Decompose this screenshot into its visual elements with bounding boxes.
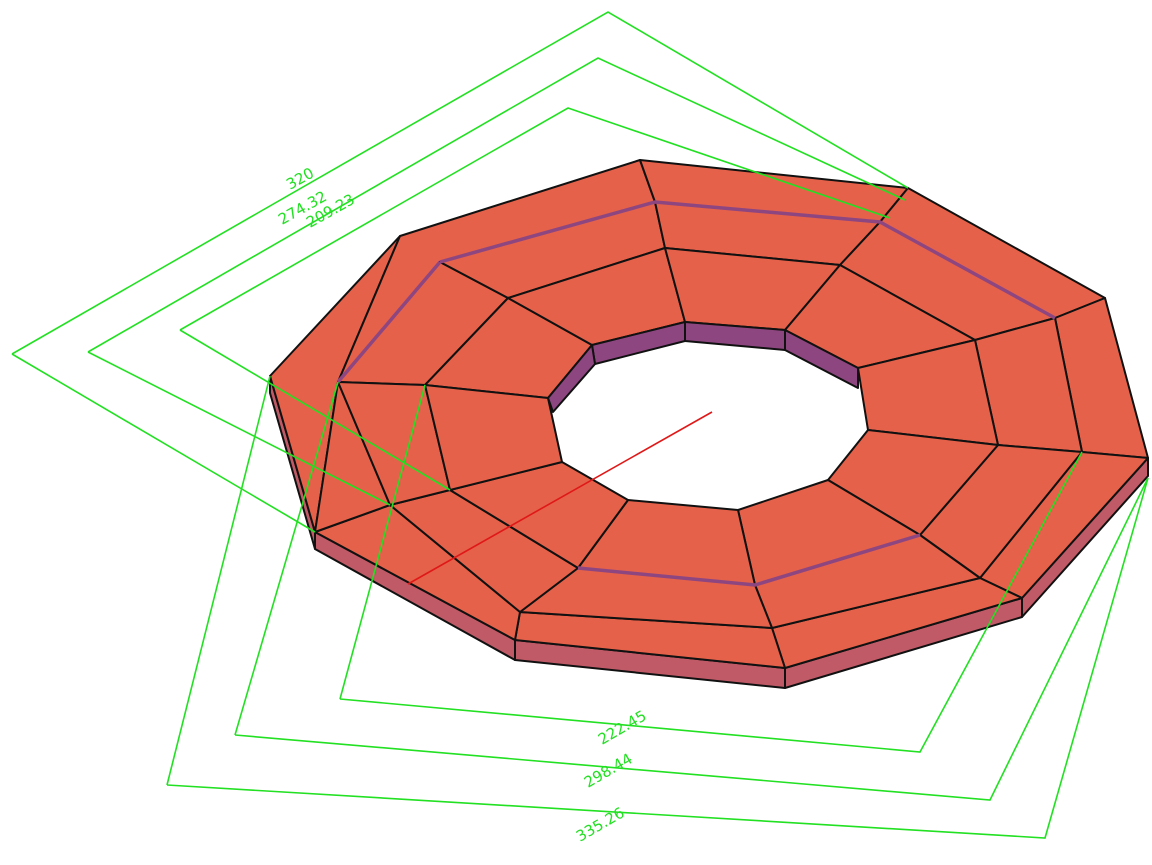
extension-line bbox=[166, 375, 271, 786]
groove-line bbox=[577, 533, 921, 587]
groove-line bbox=[336, 260, 442, 384]
dimension-line-298 bbox=[234, 477, 1149, 801]
outer-band bbox=[269, 159, 1149, 669]
red-axis-line bbox=[407, 411, 713, 585]
extension-line bbox=[234, 381, 339, 736]
dimension-line-320 bbox=[11, 11, 909, 355]
grooves bbox=[336, 200, 1056, 587]
dimension-label-222: 222.45 bbox=[595, 707, 649, 749]
dimension-line-222 bbox=[339, 451, 1083, 753]
dimension-line-274 bbox=[87, 57, 906, 353]
inner-walls bbox=[547, 321, 859, 413]
extension-line bbox=[179, 329, 451, 491]
inner-wall bbox=[547, 344, 596, 413]
extension-line bbox=[339, 384, 426, 700]
inner-wall bbox=[784, 329, 859, 389]
dimension-line-335 bbox=[166, 477, 1149, 839]
dimension-label-298: 298.44 bbox=[581, 750, 635, 792]
groove-line bbox=[439, 200, 1056, 320]
extension-line bbox=[11, 353, 316, 533]
extension-line bbox=[87, 351, 391, 506]
inner-band bbox=[424, 247, 999, 586]
dimension-line-209 bbox=[179, 107, 891, 331]
